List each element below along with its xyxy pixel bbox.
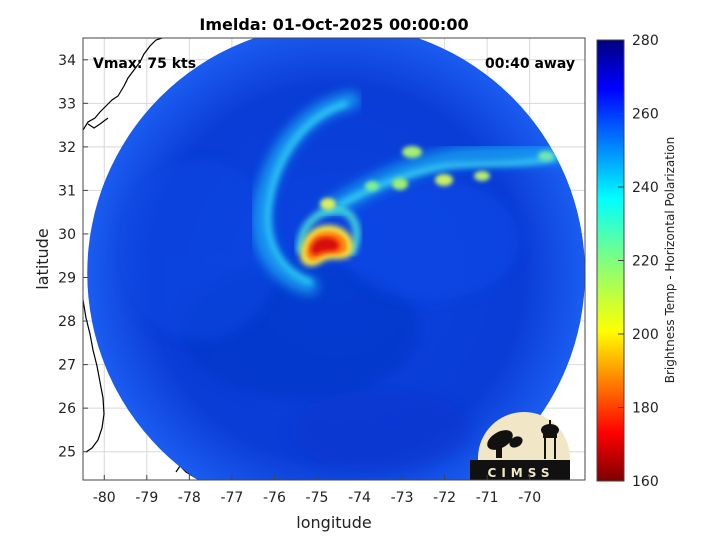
colorbar: 160 180 200 220 240 260 280 Brightness Temp - …	[596, 33, 677, 490]
time-away-label: 00:40 away	[485, 56, 575, 72]
colorbar-tick-label: 160	[632, 474, 659, 490]
y-tick-label: 31	[58, 183, 76, 199]
vmax-label: Vmax: 75 kts	[93, 56, 196, 72]
x-tick-label: -74	[348, 490, 371, 506]
outer-spiral-band	[253, 92, 360, 294]
y-tick-label: 29	[58, 271, 76, 287]
colorbar-label: Brightness Temp - Horizontal Polarizatio…	[663, 137, 677, 384]
water-tower-icon	[541, 420, 559, 459]
colorbar-tick-label: 280	[632, 33, 659, 49]
colorbar-tick-label: 180	[632, 401, 659, 417]
satellite-dish-icon	[487, 430, 523, 458]
us-coastline-inlet	[87, 117, 109, 129]
y-tick-label: 27	[58, 358, 76, 374]
map-axes: CIMSS Vmax: 75 kts 00:40 away -80 -79 -78-…	[58, 37, 586, 506]
y-tick-label: 26	[58, 401, 76, 417]
y-tick-label: 30	[58, 227, 76, 243]
cimss-logo: CIMSS	[470, 412, 570, 480]
colorbar-tick-label: 220	[632, 254, 659, 270]
x-axis-label: longitude	[296, 513, 371, 532]
colorbar-ticks: 160 180 200 220 240 260 280	[618, 33, 659, 490]
x-tick-label: -71	[476, 490, 499, 506]
y-tick-label: 33	[58, 96, 76, 112]
convective-cells	[320, 146, 554, 210]
x-tick-label: -77	[220, 490, 243, 506]
x-ticks: -80 -79 -78 -77 -76 -75 -74 -73 -72 -71 -70	[93, 475, 541, 506]
x-tick-label: -75	[306, 490, 329, 506]
rain-bands	[253, 92, 569, 294]
inner-band	[296, 205, 361, 256]
colorbar-tick-label: 200	[632, 327, 659, 343]
colorbar-tick-label: 260	[632, 107, 659, 123]
x-tick-label: -72	[433, 490, 456, 506]
eyewall-core	[300, 225, 354, 267]
logo-text: CIMSS	[488, 466, 555, 480]
plot-title: Imelda: 01-Oct-2025 00:00:00	[199, 15, 468, 34]
x-tick-label: -73	[391, 490, 414, 506]
x-tick-label: -70	[518, 490, 541, 506]
y-ticks: 25 26 27 28 29 30 31 32 33 34	[58, 53, 88, 461]
y-axis-label: latitude	[33, 228, 52, 289]
y-tick-label: 32	[58, 140, 76, 156]
plot-frame	[82, 37, 586, 481]
microwave-swath	[87, 38, 585, 480]
us-coastline	[83, 38, 163, 131]
x-tick-label: -80	[93, 490, 116, 506]
y-tick-label: 25	[58, 445, 76, 461]
florida-coastline	[83, 299, 105, 453]
x-tick-label: -76	[263, 490, 286, 506]
colorbar-tick-label: 240	[632, 180, 659, 196]
y-tick-label: 28	[58, 314, 76, 330]
y-tick-label: 34	[58, 53, 76, 69]
x-tick-label: -79	[135, 490, 158, 506]
x-tick-label: -78	[178, 490, 201, 506]
